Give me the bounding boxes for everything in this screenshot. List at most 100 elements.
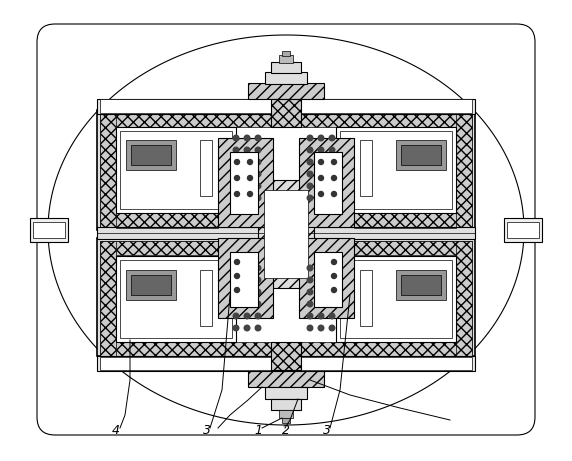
Bar bbox=[131, 275, 171, 295]
Bar bbox=[401, 145, 441, 165]
Bar bbox=[120, 260, 232, 338]
Circle shape bbox=[329, 301, 335, 307]
Circle shape bbox=[318, 147, 324, 153]
Text: 4: 4 bbox=[112, 424, 120, 437]
Circle shape bbox=[244, 195, 250, 201]
Bar bbox=[97, 227, 475, 239]
Bar bbox=[218, 238, 273, 318]
Bar bbox=[100, 99, 472, 113]
Bar bbox=[100, 113, 472, 127]
Circle shape bbox=[255, 159, 261, 165]
Circle shape bbox=[233, 289, 239, 295]
Circle shape bbox=[255, 289, 261, 295]
Bar bbox=[264, 190, 308, 278]
Circle shape bbox=[318, 289, 324, 295]
Circle shape bbox=[233, 183, 239, 189]
Bar bbox=[131, 145, 171, 165]
Text: 3: 3 bbox=[203, 424, 211, 437]
Bar bbox=[97, 238, 475, 356]
Bar bbox=[100, 113, 472, 227]
Circle shape bbox=[332, 273, 336, 278]
Circle shape bbox=[318, 135, 324, 141]
Circle shape bbox=[332, 260, 336, 265]
Circle shape bbox=[255, 265, 261, 271]
Circle shape bbox=[255, 171, 261, 177]
Circle shape bbox=[319, 176, 324, 181]
Bar bbox=[100, 113, 116, 227]
Bar bbox=[504, 218, 542, 242]
Circle shape bbox=[329, 195, 335, 201]
Circle shape bbox=[318, 325, 324, 331]
Circle shape bbox=[244, 289, 250, 295]
Circle shape bbox=[318, 277, 324, 283]
Circle shape bbox=[255, 183, 261, 189]
Circle shape bbox=[307, 289, 313, 295]
Circle shape bbox=[307, 183, 313, 189]
Circle shape bbox=[319, 160, 324, 165]
Circle shape bbox=[255, 195, 261, 201]
Circle shape bbox=[244, 277, 250, 283]
Circle shape bbox=[233, 325, 239, 331]
Circle shape bbox=[244, 325, 250, 331]
Bar bbox=[282, 418, 290, 423]
Circle shape bbox=[307, 325, 313, 331]
Bar bbox=[271, 62, 301, 73]
Circle shape bbox=[307, 301, 313, 307]
Bar bbox=[401, 275, 441, 295]
Circle shape bbox=[235, 160, 240, 165]
Bar bbox=[265, 387, 307, 399]
Circle shape bbox=[244, 313, 250, 319]
Bar bbox=[340, 131, 452, 209]
Bar bbox=[279, 55, 293, 63]
Circle shape bbox=[307, 277, 313, 283]
Circle shape bbox=[235, 260, 240, 265]
Circle shape bbox=[329, 147, 335, 153]
Circle shape bbox=[332, 176, 336, 181]
Bar bbox=[200, 270, 212, 326]
Circle shape bbox=[318, 171, 324, 177]
Circle shape bbox=[329, 171, 335, 177]
Circle shape bbox=[233, 313, 239, 319]
Bar bbox=[271, 99, 301, 127]
Circle shape bbox=[329, 183, 335, 189]
Circle shape bbox=[244, 265, 250, 271]
Bar bbox=[396, 270, 446, 300]
Circle shape bbox=[244, 171, 250, 177]
Circle shape bbox=[235, 288, 240, 292]
Circle shape bbox=[318, 313, 324, 319]
Circle shape bbox=[307, 265, 313, 271]
Bar bbox=[271, 399, 301, 410]
Circle shape bbox=[332, 288, 336, 292]
Bar bbox=[456, 113, 472, 227]
Bar bbox=[507, 222, 539, 238]
Circle shape bbox=[307, 313, 313, 319]
Circle shape bbox=[233, 135, 239, 141]
Bar bbox=[336, 127, 456, 213]
Circle shape bbox=[244, 183, 250, 189]
Circle shape bbox=[255, 147, 261, 153]
Circle shape bbox=[318, 195, 324, 201]
Circle shape bbox=[233, 195, 239, 201]
Bar bbox=[33, 222, 65, 238]
Bar bbox=[120, 131, 232, 209]
Circle shape bbox=[329, 277, 335, 283]
Bar bbox=[100, 357, 472, 370]
Bar bbox=[336, 256, 456, 342]
Circle shape bbox=[318, 183, 324, 189]
Bar bbox=[116, 256, 236, 342]
Bar bbox=[100, 213, 472, 227]
Circle shape bbox=[255, 325, 261, 331]
Bar bbox=[396, 140, 446, 170]
Circle shape bbox=[255, 135, 261, 141]
Bar bbox=[271, 342, 301, 370]
Circle shape bbox=[307, 135, 313, 141]
Bar bbox=[97, 356, 475, 371]
Bar bbox=[100, 342, 472, 356]
Bar bbox=[360, 140, 372, 196]
Circle shape bbox=[329, 325, 335, 331]
Circle shape bbox=[332, 191, 336, 196]
Circle shape bbox=[318, 159, 324, 165]
Circle shape bbox=[244, 301, 250, 307]
Bar bbox=[314, 152, 342, 214]
Circle shape bbox=[307, 195, 313, 201]
